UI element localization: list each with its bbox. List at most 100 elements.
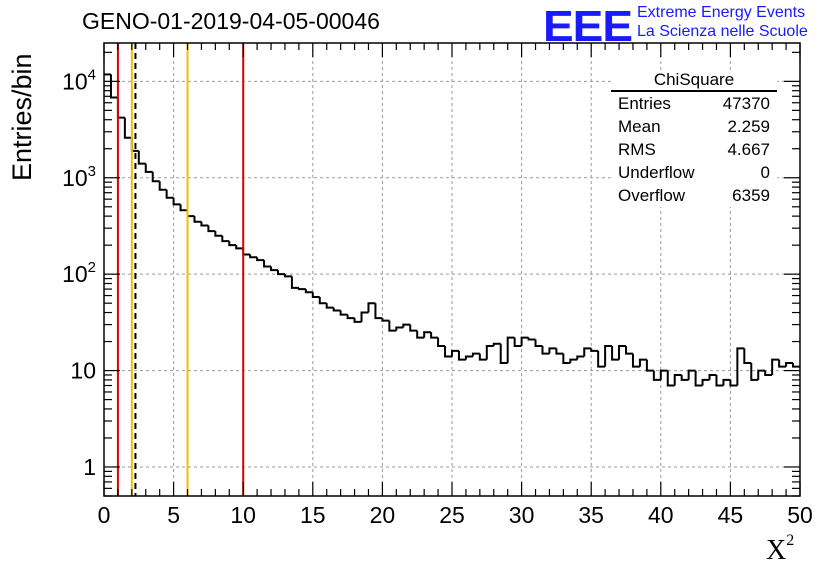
histogram-bin [263, 260, 272, 268]
histogram-bin [158, 181, 167, 191]
stats-value: 4.667 [727, 140, 770, 159]
histogram-bin [771, 358, 780, 375]
histogram-bin [694, 370, 703, 387]
histogram-bin [416, 330, 425, 339]
x-tick-label: 0 [98, 502, 111, 528]
histogram-bin [277, 270, 285, 276]
histogram-bin [221, 235, 230, 243]
histogram-bars [104, 73, 800, 387]
histogram-bin [444, 345, 452, 358]
histogram-bin [346, 314, 355, 320]
stats-label: Entries [618, 94, 671, 113]
histogram-bin [430, 332, 439, 339]
histogram-bin [743, 348, 752, 364]
histogram-bin [437, 337, 446, 347]
stats-value: 6359 [732, 186, 770, 205]
histogram-bin [778, 359, 787, 368]
x-tick-label: 50 [787, 502, 813, 528]
stats-label: Underflow [618, 163, 695, 182]
histogram-bin [638, 358, 647, 367]
histogram-bin [311, 292, 320, 298]
histogram-bin [179, 204, 188, 212]
x-tick-label: 20 [370, 502, 396, 528]
histogram-bin [256, 257, 265, 262]
histogram-bin [555, 348, 564, 355]
histogram-bin [423, 331, 432, 338]
histogram-bin [485, 344, 494, 360]
histogram-bin [235, 245, 244, 250]
histogram-bin [339, 310, 348, 316]
histogram-bin [367, 302, 376, 313]
histogram-bin [388, 320, 397, 332]
histogram-bin [290, 276, 299, 289]
x-tick-labels: 0 5 10 15 20 25 30 35 40 45 50 [98, 502, 813, 528]
y-tick-label: 102 [62, 259, 96, 287]
eee-logo: EEE [543, 0, 633, 51]
histogram-bin [750, 362, 759, 381]
histogram-bin [478, 353, 487, 361]
histogram-bin [569, 358, 578, 363]
histogram-bin [395, 326, 404, 331]
histogram-bin [625, 345, 633, 355]
histogram-bin [499, 343, 508, 364]
histogram-bin [228, 241, 237, 247]
stats-row-underflow: Underflow 0 [618, 163, 770, 185]
stats-row-rms: RMS 4.667 [618, 140, 770, 162]
histogram-bin [193, 216, 202, 223]
x-tick-label: 10 [230, 502, 256, 528]
histogram-bin [353, 318, 362, 323]
histogram-bin [792, 362, 800, 368]
histogram-bin [318, 296, 327, 305]
stats-box: ChiSquare Entries 47370 Mean 2.259 RMS 4… [611, 70, 777, 207]
histogram-bin [534, 339, 543, 347]
histogram-bin [659, 369, 668, 380]
histogram-bin [109, 74, 118, 99]
logo-line-2: La Scienza nelle Scuole [637, 23, 808, 40]
x-axis-symbol: X [766, 535, 787, 566]
histogram-bin [611, 345, 620, 361]
histogram-bin [618, 344, 626, 360]
stats-label: Mean [618, 117, 661, 136]
y-tick-label: 1 [83, 454, 96, 480]
stats-row-mean: Mean 2.259 [618, 117, 770, 139]
x-tick-label: 15 [300, 502, 326, 528]
histogram-bin [785, 361, 794, 367]
histogram-bin [548, 347, 557, 354]
histogram-bin [471, 352, 480, 357]
x-axis-superscript: 2 [786, 531, 795, 549]
histogram-bin [381, 318, 390, 322]
histogram-bin [527, 337, 536, 341]
histogram-bin [645, 359, 654, 372]
histogram-bin [451, 349, 459, 357]
histogram-bin [214, 231, 223, 237]
histogram-bin [116, 97, 125, 119]
histogram-bin [123, 117, 132, 139]
histogram-bin [297, 287, 306, 291]
histogram-bin [492, 342, 501, 346]
histogram-bin [520, 336, 529, 346]
histogram-bin [207, 225, 216, 233]
stats-value: 47370 [722, 94, 770, 113]
histogram-bin [583, 347, 592, 357]
histogram-bin [729, 379, 738, 387]
y-axis-label: Entries/bin [7, 53, 37, 181]
histogram-bin [701, 378, 710, 386]
histogram-bin [666, 370, 675, 387]
x-tick-label: 30 [509, 502, 535, 528]
histogram-bin [597, 350, 606, 368]
histogram-bin [137, 150, 146, 165]
stats-divider [611, 90, 777, 92]
x-axis-label: X2 [766, 531, 795, 567]
logo-line-1: Extreme Energy Events [637, 4, 806, 21]
histogram-bin [283, 274, 292, 278]
x-tick-label: 45 [718, 502, 744, 528]
histogram-bin [304, 289, 313, 294]
y-tick-label: 10 [70, 358, 96, 384]
histogram-bin [652, 370, 661, 381]
histogram-bin [144, 163, 153, 173]
histogram-bin [736, 347, 745, 386]
histogram-bin [541, 345, 550, 355]
histogram-bin [325, 303, 334, 309]
histogram-bin [506, 336, 515, 363]
histogram-bin [604, 344, 613, 367]
